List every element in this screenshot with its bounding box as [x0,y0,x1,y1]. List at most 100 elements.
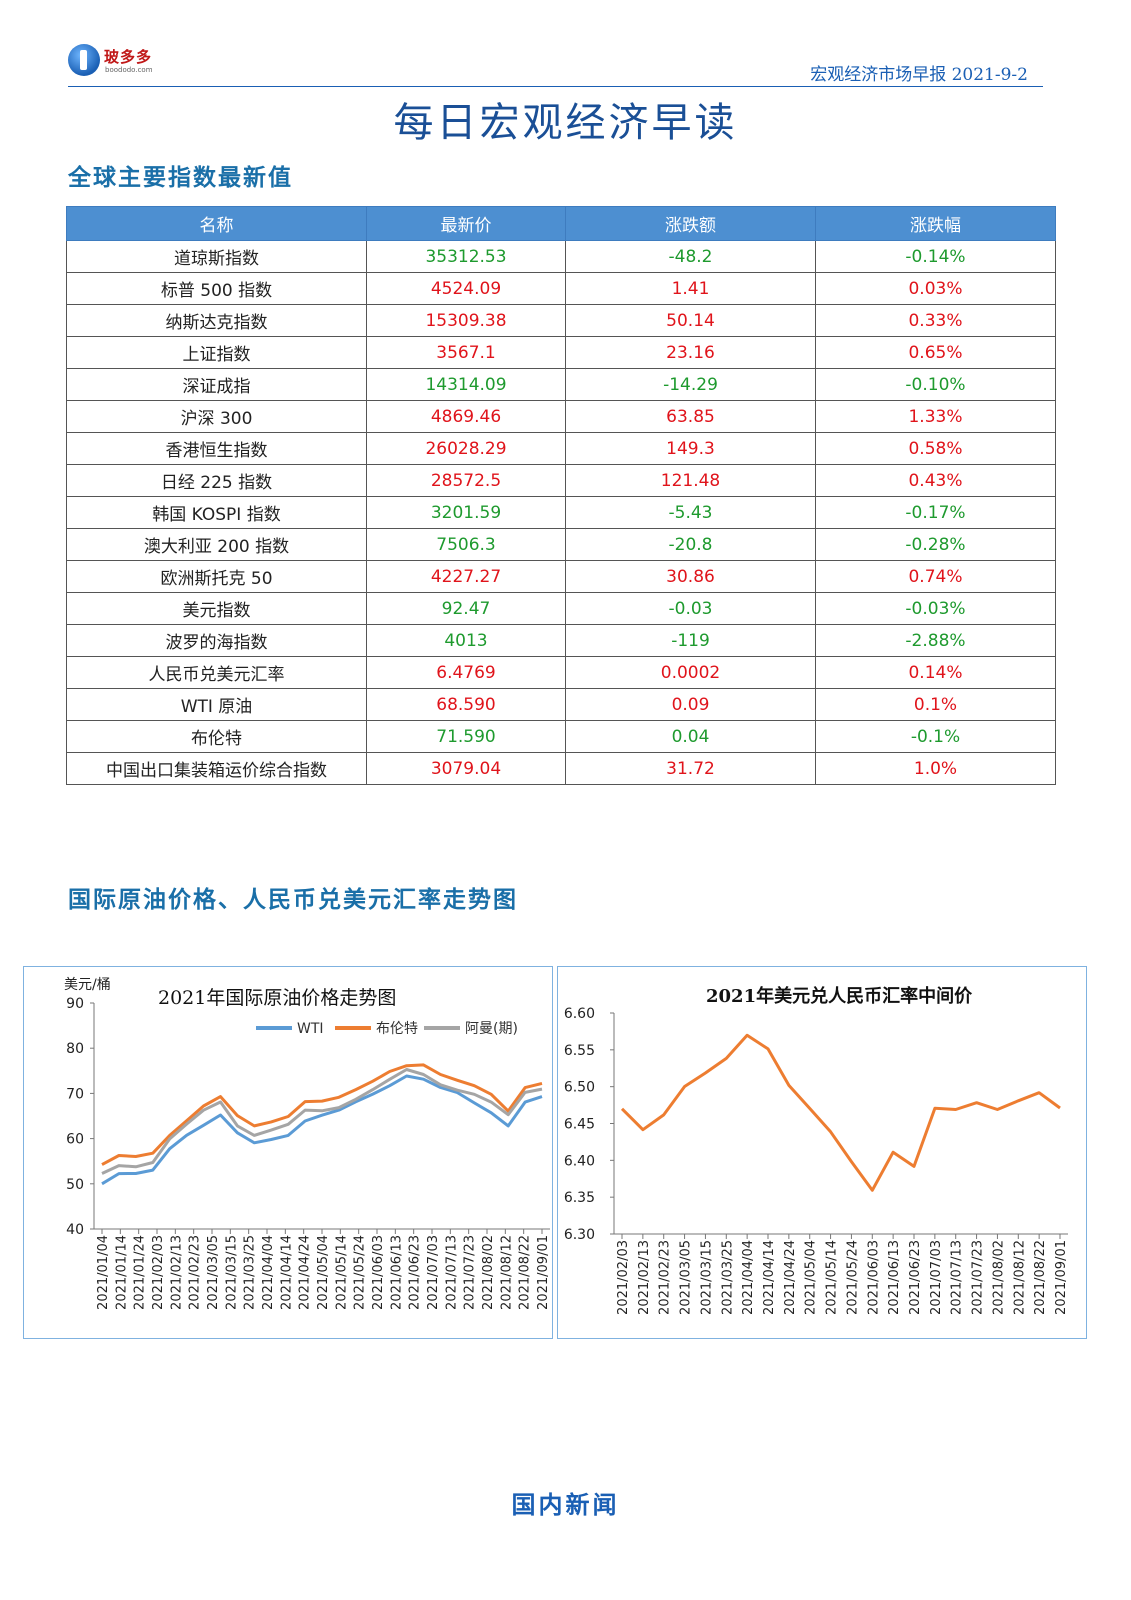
index-name: 美元指数 [66,592,367,625]
legend-label: 阿曼(期) [465,1021,518,1037]
table-row: 波罗的海指数 4013 -119 -2.88% [66,624,1056,657]
index-price: 14314.09 [366,368,566,401]
x-tick-label: 2021/02/23 [188,1235,203,1310]
series-line-3 [101,1068,543,1175]
y-tick-label: 60 [66,1132,84,1148]
y-tick-label: 90 [66,996,84,1012]
index-price: 6.4769 [366,656,566,689]
x-tick-label: 2021/03/15 [699,1240,714,1315]
index-price: 3079.04 [366,752,566,785]
x-tick-label: 2021/01/04 [96,1235,111,1310]
index-pct: -0.1% [815,720,1056,753]
index-change: -14.29 [565,368,816,401]
index-name: 欧洲斯托克 50 [66,560,367,593]
index-change: 0.0002 [565,656,816,689]
x-tick-label: 2021/04/04 [741,1240,756,1315]
logo-sub: boododo.com [105,66,153,74]
index-pct: 0.43% [815,464,1056,497]
logo-icon [68,44,100,76]
index-change: 63.85 [565,400,816,433]
x-tick-label: 2021/06/23 [408,1235,423,1310]
table-row: 布伦特 71.590 0.04 -0.1% [66,720,1056,753]
index-name: 波罗的海指数 [66,624,367,657]
index-name: 澳大利亚 200 指数 [66,528,367,561]
table-row: 日经 225 指数 28572.5 121.48 0.43% [66,464,1056,497]
index-name: 标普 500 指数 [66,272,367,305]
index-pct: 0.74% [815,560,1056,593]
oil-chart-title: 2021年国际原油价格走势图 [158,987,397,1009]
table-row: 欧洲斯托克 50 4227.27 30.86 0.74% [66,560,1056,593]
x-tick-label: 2021/03/25 [720,1240,735,1315]
x-tick-label: 2021/07/03 [929,1240,944,1315]
indices-table: 名称 最新价 涨跌额 涨跌幅 道琼斯指数 35312.53 -48.2 -0.14% 标… [66,206,1056,785]
table-row: 韩国 KOSPI 指数 3201.59 -5.43 -0.17% [66,496,1056,529]
index-price: 28572.5 [366,464,566,497]
index-name: 沪深 300 [66,400,367,433]
section-news-title: 国内新闻 [511,1490,620,1519]
x-tick-label: 2021/01/24 [133,1235,148,1310]
y-tick-label: 6.50 [564,1080,595,1096]
index-change: 30.86 [565,560,816,593]
index-name: 韩国 KOSPI 指数 [66,496,367,529]
index-price: 4524.09 [366,272,566,305]
index-pct: 1.0% [815,752,1056,785]
page-title: 每日宏观经济早读 [393,100,738,146]
x-tick-label: 2021/05/24 [353,1235,368,1310]
index-price: 26028.29 [366,432,566,465]
x-tick-label: 2021/05/14 [334,1235,349,1310]
series-line-1 [101,1074,543,1186]
index-price: 92.47 [366,592,566,625]
table-header-row: 名称 最新价 涨跌额 涨跌幅 [66,206,1056,241]
x-tick-label: 2021/06/13 [887,1240,902,1315]
fx-chart-title: 2021年美元兑人民币汇率中间价 [706,986,973,1007]
x-tick-label: 2021/08/12 [499,1235,514,1310]
col-name-header: 名称 [66,206,367,241]
x-tick-label: 2021/02/13 [169,1235,184,1310]
x-tick-label: 2021/05/04 [316,1235,331,1310]
table-row: 美元指数 92.47 -0.03 -0.03% [66,592,1056,625]
x-tick-label: 2021/07/13 [950,1240,965,1315]
index-name: 香港恒生指数 [66,432,367,465]
index-price: 71.590 [366,720,566,753]
x-tick-label: 2021/04/14 [762,1240,777,1315]
index-pct: -0.28% [815,528,1056,561]
logo-text: 玻多多 [104,48,153,66]
table-row: 中国出口集装箱运价综合指数 3079.04 31.72 1.0% [66,752,1056,785]
table-row: 澳大利亚 200 指数 7506.3 -20.8 -0.28% [66,528,1056,561]
index-pct: -0.03% [815,592,1056,625]
x-tick-label: 2021/01/14 [114,1235,129,1310]
table-row: 香港恒生指数 26028.29 149.3 0.58% [66,432,1056,465]
index-name: 日经 225 指数 [66,464,367,497]
header-rule [68,86,1043,87]
index-price: 7506.3 [366,528,566,561]
x-tick-label: 2021/04/24 [783,1240,798,1315]
table-row: 深证成指 14314.09 -14.29 -0.10% [66,368,1056,401]
index-pct: -0.10% [815,368,1056,401]
index-name: 道琼斯指数 [66,240,367,273]
table-row: 纳斯达克指数 15309.38 50.14 0.33% [66,304,1056,337]
index-name: 纳斯达克指数 [66,304,367,337]
x-tick-label: 2021/08/12 [1012,1240,1027,1315]
index-change: -0.03 [565,592,816,625]
section-chart-title: 国际原油价格、人民币兑美元汇率走势图 [68,887,518,913]
x-tick-label: 2021/04/24 [298,1235,313,1310]
oil-y-axis-label: 美元/桶 [64,977,111,993]
y-tick-label: 6.40 [564,1153,595,1169]
index-name: 布伦特 [66,720,367,753]
y-tick-label: 6.55 [564,1043,595,1059]
col-pct-header: 涨跌幅 [815,206,1056,241]
x-tick-label: 2021/05/24 [845,1240,860,1315]
index-change: -119 [565,624,816,657]
index-change: 149.3 [565,432,816,465]
index-pct: 0.03% [815,272,1056,305]
x-tick-label: 2021/03/25 [243,1235,258,1310]
x-tick-label: 2021/07/13 [444,1235,459,1310]
fx-chart: 6.30 6.35 6.40 6.45 6.50 6.55 6.60 2021/02/03 20… [564,1006,1069,1315]
x-tick-label: 2021/09/01 [536,1235,551,1310]
y-tick-label: 50 [66,1177,84,1193]
y-tick-label: 70 [66,1086,84,1102]
index-pct: 1.33% [815,400,1056,433]
index-pct: -0.14% [815,240,1056,273]
index-change: 1.41 [565,272,816,305]
table-row: 上证指数 3567.1 23.16 0.65% [66,336,1056,369]
